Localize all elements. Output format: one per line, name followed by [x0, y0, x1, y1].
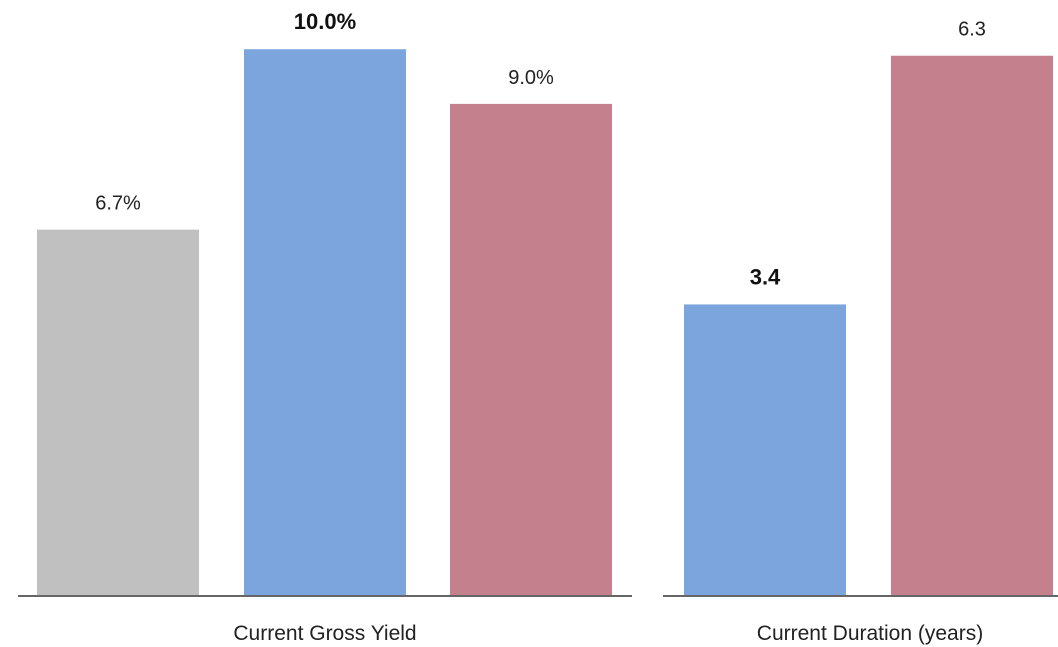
gross-yield-bar-2	[244, 49, 406, 597]
gross-yield-bar-1	[37, 229, 199, 597]
gross-yield-value-label-1: 6.7%	[95, 193, 141, 215]
duration-panel: 3.4 6.3	[684, 19, 1053, 596]
gross-yield-bar-3	[450, 103, 612, 597]
gross-yield-axis-label: Current Gross Yield	[233, 622, 416, 645]
gross-yield-value-label-2: 10.0%	[294, 9, 356, 34]
duration-value-label-2: 6.3	[958, 19, 986, 41]
duration-bar-1	[684, 304, 846, 596]
gross-yield-panel: 6.7% 10.0% 9.0%	[37, 9, 612, 597]
gross-yield-value-label-3: 9.0%	[508, 67, 554, 89]
duration-axis-label: Current Duration (years)	[757, 622, 983, 645]
duration-bar-2	[891, 55, 1053, 596]
duration-value-label-1: 3.4	[750, 264, 781, 289]
